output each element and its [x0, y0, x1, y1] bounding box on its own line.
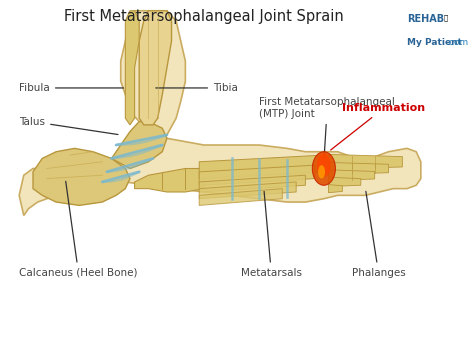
Polygon shape — [199, 155, 324, 179]
Polygon shape — [199, 175, 305, 192]
Text: 🏃: 🏃 — [444, 14, 448, 21]
Text: REHAB: REHAB — [407, 14, 444, 24]
Text: Talus: Talus — [19, 117, 118, 134]
Polygon shape — [111, 122, 167, 168]
Polygon shape — [199, 189, 283, 206]
Text: First Metatarsophalangeal
(MTP) Joint: First Metatarsophalangeal (MTP) Joint — [259, 97, 395, 159]
Text: Calcaneus (Heel Bone): Calcaneus (Heel Bone) — [19, 181, 137, 278]
Polygon shape — [328, 162, 389, 175]
Ellipse shape — [318, 165, 325, 179]
Polygon shape — [139, 11, 172, 125]
Text: Tibia: Tibia — [156, 83, 238, 93]
Ellipse shape — [317, 153, 331, 177]
Polygon shape — [328, 170, 374, 181]
Polygon shape — [328, 154, 402, 169]
Polygon shape — [33, 148, 130, 206]
Text: My Patient: My Patient — [407, 38, 462, 47]
Polygon shape — [328, 185, 342, 193]
Polygon shape — [328, 177, 361, 187]
Text: First Metatarsophalangeal Joint Sprain: First Metatarsophalangeal Joint Sprain — [64, 9, 344, 24]
Polygon shape — [199, 182, 296, 199]
Text: Metatarsals: Metatarsals — [241, 191, 302, 278]
Polygon shape — [19, 11, 421, 215]
Text: Inflammation: Inflammation — [331, 103, 426, 150]
Polygon shape — [125, 11, 139, 125]
Text: Phalanges: Phalanges — [352, 191, 405, 278]
Polygon shape — [199, 165, 315, 185]
Polygon shape — [135, 168, 204, 192]
Text: .com: .com — [446, 38, 468, 47]
Ellipse shape — [312, 152, 336, 185]
Text: Fibula: Fibula — [19, 83, 124, 93]
